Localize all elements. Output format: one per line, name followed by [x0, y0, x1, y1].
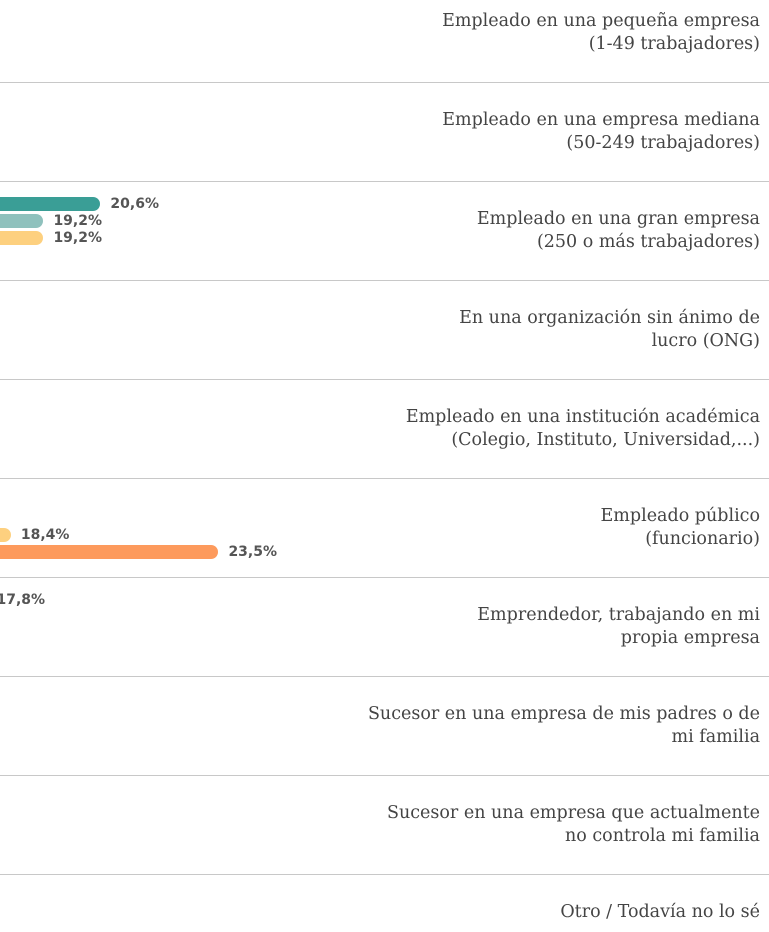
category-label: Otro / Todavía no lo sé — [560, 902, 760, 922]
bar — [0, 214, 44, 228]
separator — [0, 379, 769, 380]
separator — [0, 577, 769, 578]
category-label: Sucesor en una empresa que actualmente n… — [386, 803, 760, 846]
category-label: Empleado en una empresa mediana (50-249 … — [442, 110, 760, 153]
category-label: Empleado en una gran empresa (250 o más … — [476, 209, 760, 252]
separator — [0, 82, 769, 83]
separator — [0, 775, 769, 776]
bar — [0, 231, 44, 245]
separator — [0, 874, 769, 875]
separator — [0, 676, 769, 677]
value-label: 20,6% — [110, 196, 159, 212]
bar — [0, 528, 11, 542]
category-label: En una organización sin ánimo de lucro (… — [459, 308, 760, 351]
value-label: 17,8% — [0, 592, 46, 608]
separator — [0, 478, 769, 479]
value-label: 18,4% — [20, 527, 70, 543]
category-label: Emprendedor, trabajando en mi propia emp… — [477, 605, 760, 648]
category-label: Empleado público (funcionario) — [600, 506, 760, 549]
separator — [0, 181, 769, 182]
value-label: 19,2% — [53, 213, 103, 229]
bar — [0, 545, 219, 559]
category-label: Sucesor en una empresa de mis padres o d… — [367, 704, 760, 747]
category-label: Empleado en una institución académica (C… — [405, 407, 760, 450]
value-label: 23,5% — [228, 544, 278, 560]
separator — [0, 280, 769, 281]
category-label: Empleado en una pequeña empresa (1-49 tr… — [442, 11, 760, 54]
value-label: 19,2% — [53, 230, 103, 246]
bar — [0, 197, 101, 211]
